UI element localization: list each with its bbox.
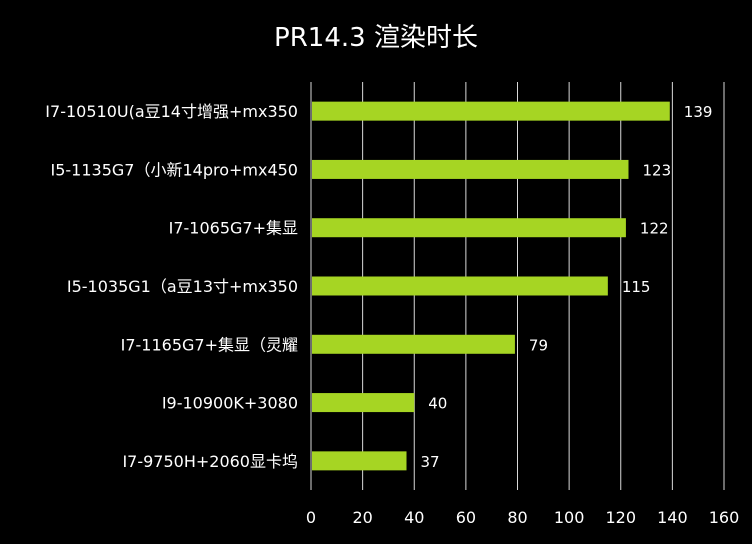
x-tick-label: 40 — [404, 508, 424, 527]
x-tick-label: 100 — [554, 508, 585, 527]
category-label: I7-9750H+2060显卡坞 — [122, 452, 298, 471]
category-label: I7-1165G7+集显（灵耀 — [121, 335, 298, 354]
category-label: I7-1065G7+集显 — [169, 219, 298, 238]
data-label: 37 — [421, 453, 440, 471]
bars — [312, 101, 670, 471]
x-tick-label: 160 — [709, 508, 740, 527]
category-labels: I7-10510U(a豆14寸增强+mx350 I5-1135G7（小新14pro… — [45, 102, 298, 471]
data-label: 115 — [622, 278, 651, 296]
bar-2 — [312, 159, 629, 179]
data-label: 139 — [684, 103, 713, 121]
x-tick-label: 20 — [352, 508, 372, 527]
data-labels: 139 123 122 115 79 40 37 — [421, 103, 713, 471]
x-axis-ticks: 0 20 40 60 80 100 120 140 160 — [306, 508, 739, 527]
category-label: I5-1135G7（小新14pro+mx450 — [50, 160, 298, 179]
x-tick-label: 80 — [507, 508, 527, 527]
data-label: 79 — [529, 336, 548, 354]
data-label: 122 — [640, 220, 669, 238]
bar-3 — [312, 218, 626, 238]
category-label: I5-1035G1（a豆13寸+mx350 — [67, 277, 298, 296]
bar-7 — [312, 451, 407, 471]
category-label: I9-10900K+3080 — [162, 394, 298, 413]
bar-4 — [312, 276, 608, 296]
x-tick-label: 60 — [456, 508, 476, 527]
category-label: I7-10510U(a豆14寸增强+mx350 — [45, 102, 298, 121]
bar-1 — [312, 101, 670, 121]
data-label: 123 — [642, 161, 671, 179]
x-tick-label: 140 — [657, 508, 688, 527]
x-tick-label: 0 — [306, 508, 316, 527]
data-label: 40 — [428, 395, 447, 413]
chart-title: PR14.3 渲染时长 — [274, 23, 478, 53]
bar-5 — [312, 334, 515, 354]
bar-6 — [312, 393, 415, 413]
x-tick-label: 120 — [605, 508, 636, 527]
